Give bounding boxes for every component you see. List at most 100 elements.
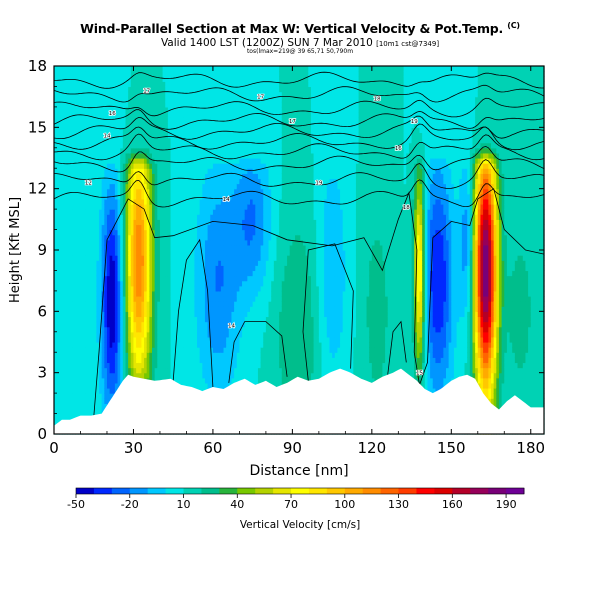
velocity-cell	[61, 321, 66, 328]
velocity-cell	[138, 183, 143, 190]
velocity-cell	[170, 101, 174, 108]
velocity-cell	[96, 209, 100, 215]
velocity-cell	[154, 81, 158, 88]
velocity-cell	[165, 275, 169, 282]
velocity-cell	[152, 250, 156, 256]
velocity-cell	[114, 106, 119, 113]
velocity-cell	[146, 275, 150, 282]
velocity-cell	[59, 142, 63, 149]
velocity-cell	[69, 96, 74, 103]
velocity-cell	[80, 229, 84, 236]
velocity-cell	[130, 117, 135, 123]
velocity-cell	[88, 112, 92, 118]
velocity-cell	[130, 306, 135, 312]
velocity-cell	[133, 301, 137, 307]
velocity-cell	[178, 71, 182, 77]
velocity-cell	[69, 311, 74, 318]
velocity-cell	[112, 336, 116, 343]
velocity-cell	[91, 66, 95, 72]
velocity-cell	[159, 285, 164, 292]
velocity-cell	[85, 352, 90, 358]
velocity-cell	[125, 152, 129, 159]
velocity-cell	[61, 285, 66, 292]
velocity-cell	[104, 183, 108, 190]
velocity-cell	[178, 117, 182, 123]
velocity-cell	[75, 66, 79, 72]
velocity-cell	[122, 326, 127, 333]
velocity-cell	[67, 382, 71, 389]
velocity-cell	[104, 91, 108, 98]
velocity-cell	[149, 163, 153, 169]
velocity-cell	[138, 239, 143, 246]
velocity-cell	[93, 101, 97, 108]
velocity-cell	[80, 244, 84, 251]
velocity-cell	[162, 91, 166, 98]
velocity-cell	[117, 382, 121, 389]
velocity-cell	[80, 382, 84, 389]
velocity-cell	[59, 76, 63, 82]
velocity-cell	[75, 158, 79, 164]
velocity-cell	[112, 117, 116, 123]
velocity-cell	[96, 336, 100, 343]
velocity-cell	[72, 382, 76, 389]
velocity-cell	[64, 168, 68, 174]
velocity-cell	[149, 106, 153, 113]
velocity-cell	[138, 71, 143, 77]
velocity-cell	[88, 178, 92, 185]
velocity-cell	[75, 301, 79, 307]
velocity-cell	[80, 106, 84, 113]
velocity-cell	[120, 352, 124, 358]
velocity-cell	[64, 270, 68, 277]
velocity-cell	[54, 321, 58, 328]
velocity-cell	[149, 301, 153, 307]
velocity-cell	[136, 285, 140, 292]
velocity-cell	[59, 214, 63, 220]
velocity-cell	[56, 158, 60, 164]
velocity-cell	[109, 106, 113, 113]
velocity-cell	[56, 163, 60, 169]
velocity-cell	[114, 306, 119, 312]
velocity-cell	[61, 336, 66, 343]
velocity-cell	[130, 219, 135, 226]
velocity-cell	[80, 372, 84, 379]
velocity-cell	[138, 224, 143, 231]
velocity-cell	[59, 260, 63, 266]
velocity-cell	[138, 91, 143, 98]
velocity-cell	[106, 106, 111, 113]
velocity-cell	[64, 265, 68, 272]
velocity-cell	[99, 270, 103, 277]
velocity-cell	[109, 152, 113, 159]
velocity-cell	[99, 193, 103, 200]
velocity-cell	[67, 342, 71, 348]
velocity-cell	[77, 142, 82, 149]
velocity-cell	[59, 147, 63, 154]
velocity-cell	[144, 250, 148, 256]
velocity-cell	[101, 127, 105, 134]
velocity-cell	[96, 76, 100, 82]
velocity-cell	[157, 178, 161, 185]
velocity-cell	[54, 193, 58, 200]
velocity-cell	[159, 66, 164, 72]
velocity-cell	[83, 285, 87, 292]
velocity-cell	[83, 372, 87, 379]
velocity-cell	[106, 311, 111, 318]
velocity-cell	[56, 316, 60, 323]
velocity-cell	[72, 408, 76, 415]
velocity-cell	[157, 265, 161, 272]
velocity-cell	[154, 183, 158, 190]
velocity-cell	[114, 101, 119, 108]
velocity-cell	[59, 342, 63, 348]
velocity-cell	[114, 372, 119, 379]
velocity-cell	[80, 255, 84, 261]
velocity-cell	[178, 183, 182, 190]
velocity-cell	[75, 188, 79, 195]
velocity-cell	[75, 86, 79, 93]
velocity-cell	[83, 342, 87, 348]
velocity-cell	[181, 265, 185, 272]
velocity-cell	[104, 352, 108, 358]
velocity-cell	[72, 362, 76, 369]
velocity-cell	[181, 239, 185, 246]
velocity-cell	[175, 137, 180, 144]
velocity-cell	[117, 311, 121, 318]
velocity-cell	[125, 137, 129, 144]
